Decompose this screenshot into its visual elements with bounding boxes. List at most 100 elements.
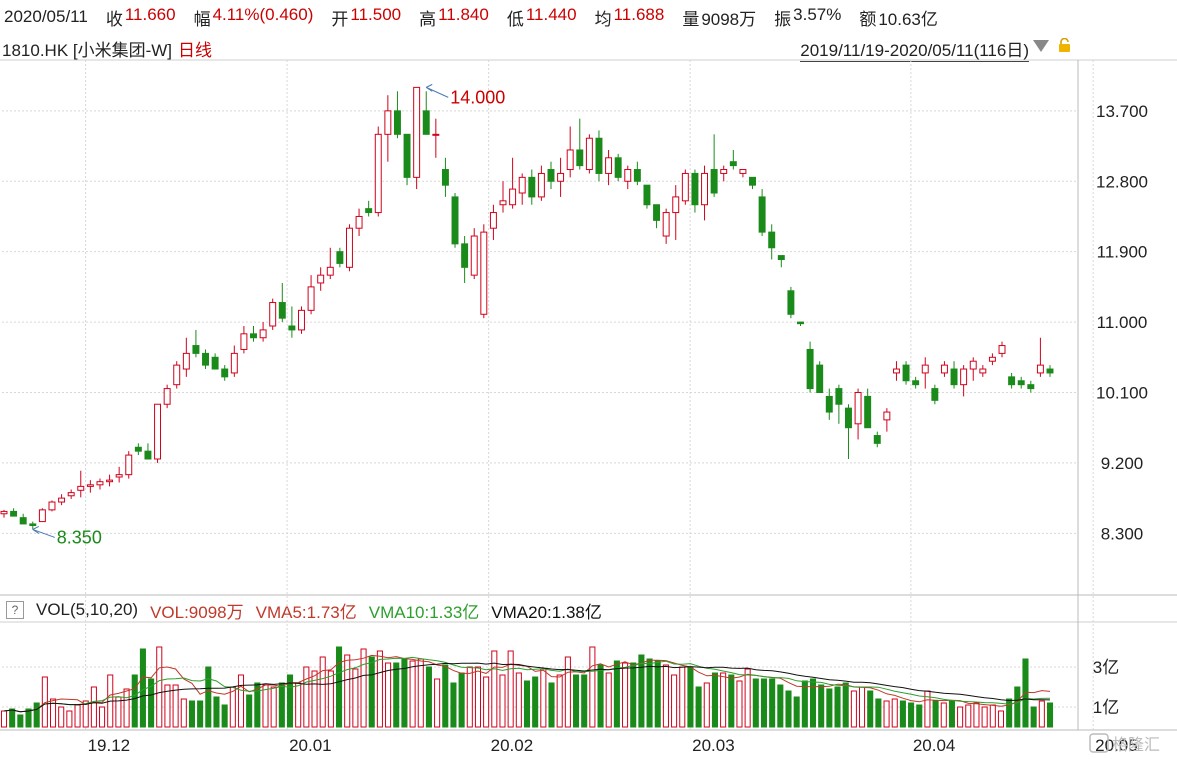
volume-bar — [760, 678, 768, 728]
candle-body — [115, 474, 123, 478]
volume-bar — [769, 678, 776, 728]
annotation-arrow — [426, 83, 433, 88]
candle-body — [960, 368, 968, 386]
volume-bar — [254, 682, 261, 728]
volume-bar — [450, 682, 457, 728]
vol-current: VOL:9098万 — [150, 602, 244, 622]
candle-body — [288, 325, 296, 331]
volume-bar — [646, 658, 653, 728]
volume-bar — [344, 654, 351, 728]
volume-bar — [295, 682, 302, 728]
volume-bar — [842, 682, 849, 728]
volume-bar — [899, 700, 906, 728]
period-label[interactable]: 日线 — [178, 41, 213, 60]
volume-bar — [499, 674, 506, 728]
chevron-down-icon[interactable] — [1033, 40, 1049, 52]
volume-bar — [17, 714, 24, 728]
candle-body — [605, 157, 613, 174]
candle-body — [10, 510, 18, 517]
volume-bar — [131, 674, 138, 728]
stat-turnover: 额 10.63亿 — [859, 9, 938, 29]
volume-bar — [458, 672, 465, 728]
date-tick-label: 19.12 — [88, 736, 131, 755]
volume-bar — [115, 696, 122, 728]
candle-body — [345, 227, 353, 268]
price-axis: 13.700 12.800 11.900 11.000 10.100 9.200 8.300 — [1096, 102, 1148, 543]
vma10-line — [3, 656, 1051, 713]
volume-bar — [818, 684, 825, 728]
volume-bar — [720, 672, 727, 728]
candle-body — [125, 454, 133, 476]
candle-body — [384, 110, 392, 135]
candle-body — [211, 356, 219, 370]
candle-body — [489, 212, 497, 229]
candle-body — [854, 392, 862, 425]
date-range-selector[interactable]: 2019/11/19-2020/05/11(116日) — [800, 36, 1029, 62]
min-price-label: 8.350 — [57, 527, 102, 547]
candle-body — [547, 169, 555, 182]
candle-body — [134, 446, 142, 452]
candle-body — [1046, 368, 1054, 374]
volume-bar — [90, 686, 97, 728]
vma5-line — [3, 654, 1051, 713]
help-icon[interactable]: ? — [6, 601, 24, 619]
candle-body — [106, 479, 114, 483]
candle-body — [0, 510, 8, 515]
candle-body — [902, 364, 910, 382]
volume-bar — [99, 706, 106, 728]
candle-body — [777, 255, 785, 261]
annotation-arrow — [32, 528, 40, 534]
volume-bar — [123, 688, 130, 728]
volume-bar — [311, 670, 318, 728]
price-annotations: 14.000 8.350 — [32, 83, 505, 547]
candle-body — [29, 523, 37, 527]
volume-bar — [107, 674, 114, 728]
volume-bar — [630, 662, 637, 728]
volume-bar — [532, 676, 539, 728]
volume-bar — [434, 678, 441, 728]
candle-body — [988, 356, 996, 362]
volume-bar — [883, 700, 890, 728]
annotation-leader — [426, 86, 449, 98]
stat-average: 均 11.688 — [594, 4, 665, 29]
volume-bar — [213, 696, 220, 728]
volume-bar — [515, 672, 522, 728]
volume-bar — [417, 658, 424, 728]
volume-bar — [605, 672, 612, 728]
volume-bar — [973, 702, 980, 728]
candle-body — [883, 411, 891, 421]
volume-bar — [139, 648, 146, 728]
candle-body — [681, 172, 689, 202]
date-tick-label: 20.01 — [289, 736, 332, 755]
candle-body — [691, 172, 699, 206]
candle-body — [950, 368, 958, 386]
price-tick-label: 12.800 — [1096, 172, 1148, 191]
volume-bar — [1014, 686, 1021, 728]
volume-bar — [908, 702, 915, 728]
volume-bar — [0, 710, 8, 728]
candle-body — [892, 368, 900, 374]
candle-body — [998, 345, 1006, 354]
candle-body — [307, 286, 315, 311]
volume-bar — [66, 710, 73, 728]
volume-bar — [303, 666, 310, 728]
volume-bar — [687, 666, 694, 728]
vma20-line — [3, 662, 1051, 713]
candle-body — [393, 110, 401, 135]
candle-body — [566, 149, 574, 171]
candle-body — [787, 290, 795, 315]
watermark: 格隆汇 — [1089, 733, 1160, 754]
candle-body — [845, 407, 852, 429]
candle-body — [278, 302, 286, 319]
volume-bar — [409, 660, 416, 728]
volume-bar — [556, 674, 563, 728]
candle-body — [336, 251, 344, 264]
volume-bar — [25, 708, 32, 728]
candlestick-series — [0, 86, 1054, 530]
candle-body — [269, 302, 277, 327]
candle-body — [1008, 376, 1016, 386]
stat-open: 开 11.500 — [331, 4, 402, 29]
date-tick-label: 20.05 — [1095, 736, 1138, 755]
lock-icon[interactable] — [1058, 38, 1071, 52]
vol-indicator-title[interactable]: VOL(5,10,20) — [36, 600, 139, 619]
